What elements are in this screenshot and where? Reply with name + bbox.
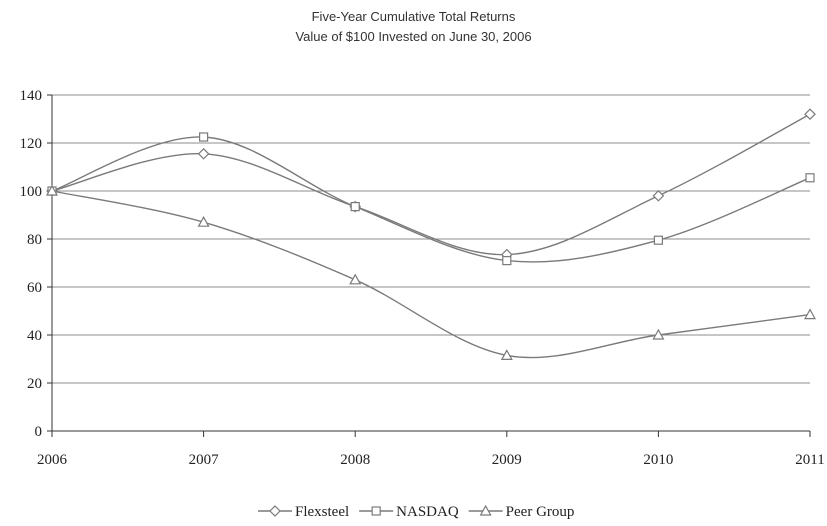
x-tick-label: 2006 [37, 452, 68, 468]
y-tick-label: 100 [20, 184, 43, 200]
data-point-flexsteel [197, 147, 210, 160]
data-point-peer-group [500, 349, 513, 360]
data-point-peer-group [349, 273, 362, 285]
data-point-nasdaq [653, 235, 664, 245]
y-tick-label: 140 [20, 88, 43, 104]
series-line-nasdaq [51, 136, 811, 263]
chart-subtitle: Value of $100 Invested on June 30, 2006 [295, 29, 532, 44]
data-point-nasdaq [502, 256, 512, 266]
series-line-peer-group [51, 190, 811, 359]
x-tick-label: 2011 [795, 452, 824, 468]
y-tick-label: 60 [27, 280, 42, 296]
y-tick-label: 0 [35, 424, 43, 440]
data-point-nasdaq [805, 173, 815, 183]
y-tick-label: 120 [20, 136, 43, 152]
legend-marker-peer-group [479, 504, 492, 516]
data-point-peer-group [197, 215, 210, 227]
legend-label-peer-group: Peer Group [506, 504, 575, 520]
legend-marker-flexsteel [269, 505, 281, 517]
legend-label-nasdaq: NASDAQ [396, 504, 459, 520]
y-tick-label: 20 [27, 376, 42, 392]
data-point-nasdaq [350, 202, 360, 212]
data-point-flexsteel [804, 108, 816, 121]
series-line-flexsteel [51, 113, 811, 256]
x-tick-label: 2010 [643, 452, 673, 468]
legend-marker-nasdaq [371, 506, 381, 516]
y-tick-label: 80 [27, 232, 42, 248]
x-tick-label: 2007 [189, 452, 220, 468]
chart-title: Five-Year Cumulative Total Returns [311, 9, 516, 24]
data-point-nasdaq [199, 132, 209, 142]
legend-label-flexsteel: Flexsteel [295, 504, 349, 520]
data-point-flexsteel [652, 189, 665, 202]
x-tick-label: 2008 [340, 452, 370, 468]
x-tick-label: 2009 [492, 452, 522, 468]
data-point-peer-group [803, 308, 817, 320]
data-point-peer-group [45, 184, 59, 196]
data-point-peer-group [652, 328, 665, 340]
y-tick-label: 40 [27, 328, 42, 344]
